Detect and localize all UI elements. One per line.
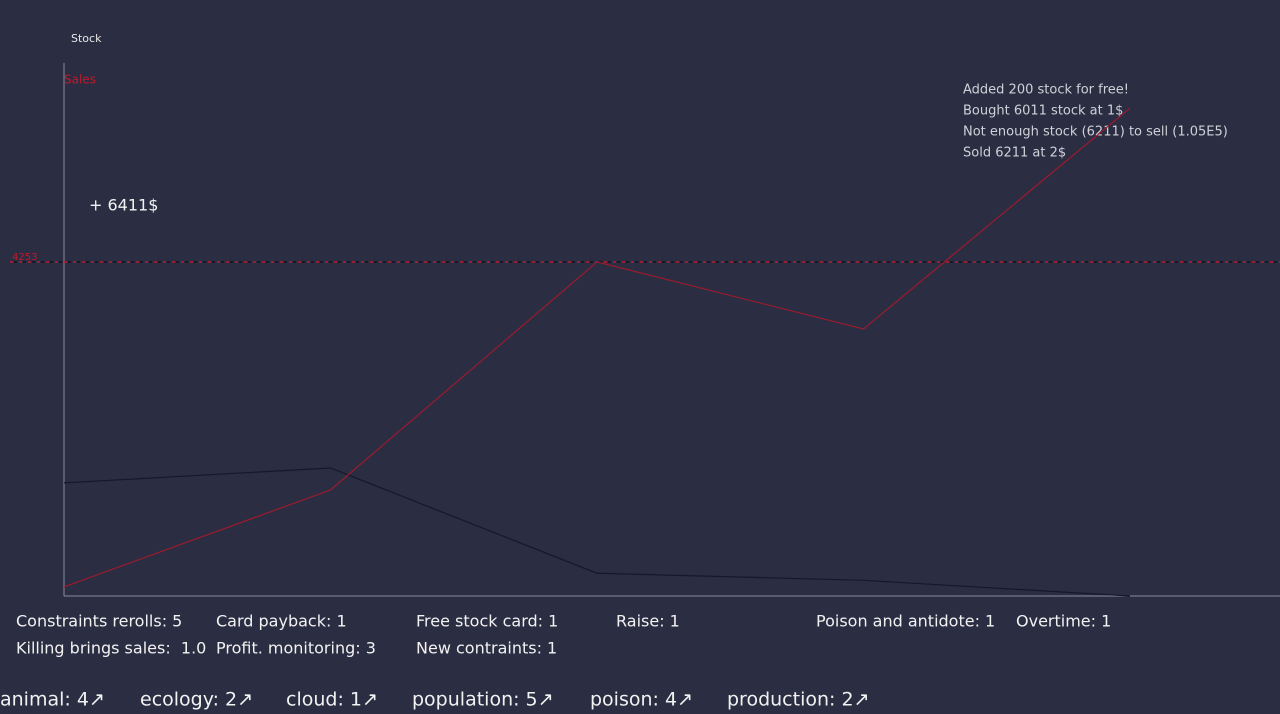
legend-sales: Sales [64,73,96,87]
log-line: Sold 6211 at 2$ [963,146,1066,161]
stat: New contraints: 1 [416,639,557,658]
tag: production: 2↗ [727,689,869,711]
stat: Free stock card: 1 [416,612,558,631]
stat: Profit. monitoring: 3 [216,639,376,658]
stat: Card payback: 1 [216,612,347,631]
tag: cloud: 1↗ [286,689,378,711]
log-line: Added 200 stock for free! [963,83,1129,98]
tag-bar: animal: 4↗ ecology: 2↗ cloud: 1↗ population… [0,689,869,711]
money-popup: + 6411$ [89,196,158,215]
tag: animal: 4↗ [0,689,105,711]
log-line: Bought 6011 stock at 1$ [963,104,1123,119]
stat: Overtime: 1 [1016,612,1111,631]
tag: poison: 4↗ [590,689,693,711]
stat: Raise: 1 [616,612,680,631]
series-line [63,467,1131,597]
reference-label: 4253 [12,252,37,263]
stat: Constraints rerolls: 5 [16,612,182,631]
series-line [63,107,1131,588]
stats-panel: Constraints rerolls: 5 Card payback: 1 Fre… [16,612,1111,658]
event-log: Added 200 stock for free! Bought 6011 sto… [963,83,1228,161]
stat: Killing brings sales: 1.0 [16,639,206,658]
legend-stock: Stock [71,32,102,45]
tag: ecology: 2↗ [140,689,253,711]
tag: population: 5↗ [412,689,554,711]
log-line: Not enough stock (6211) to sell (1.05E5) [963,125,1228,140]
stat: Poison and antidote: 1 [816,612,995,631]
